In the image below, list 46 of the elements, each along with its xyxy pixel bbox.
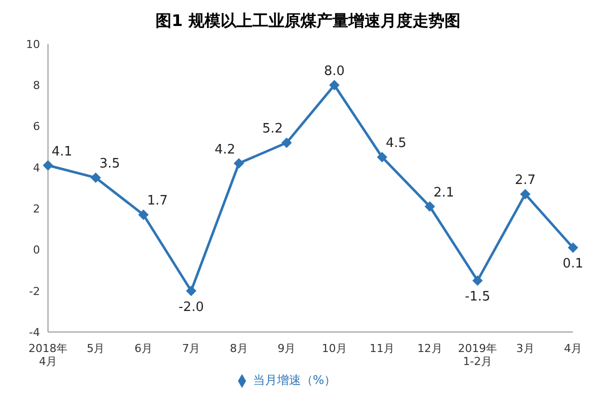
- y-tick-label: 8: [33, 79, 40, 92]
- point: [377, 152, 388, 162]
- x-tick-label: 7月: [182, 342, 200, 355]
- x-tick-label: 2019年1-2月: [458, 342, 498, 368]
- point: [90, 172, 101, 183]
- point: [329, 80, 340, 90]
- x-tick-label: 10月: [322, 342, 347, 355]
- data-label: 2.7: [514, 173, 536, 188]
- x-tick-label: 2018年4月: [28, 342, 68, 368]
- data-label: 4.2: [214, 142, 236, 158]
- y-tick-label: 10: [26, 38, 40, 51]
- point: [424, 202, 435, 212]
- data-label: 4.1: [52, 144, 72, 160]
- point: [472, 276, 483, 286]
- point: [186, 286, 196, 296]
- y-tick-label: 0: [33, 244, 40, 257]
- chart-title: 图1 规模以上工业原煤产量增速月度走势图: [154, 10, 462, 32]
- data-label: 3.5: [99, 156, 120, 172]
- legend-label: 当月增速（%）: [252, 373, 336, 387]
- data-label: 5.2: [262, 122, 283, 137]
- y-tick-label: 2: [33, 202, 40, 216]
- data-label: 0.1: [562, 256, 584, 272]
- x-tick-label: 5月: [86, 342, 105, 355]
- point: [234, 158, 244, 168]
- x-tick-label: 6月: [134, 342, 152, 355]
- y-tick-label: -4: [29, 326, 40, 339]
- y-tick-label: -2: [29, 284, 40, 298]
- point: [43, 160, 53, 170]
- point: [568, 242, 578, 253]
- point: [282, 138, 292, 148]
- x-tick-label: 4月: [564, 342, 582, 355]
- data-label: 1.7: [147, 194, 168, 209]
- data-label: 2.1: [433, 186, 454, 201]
- x-tick-label: 8月: [230, 342, 248, 355]
- point: [138, 210, 148, 220]
- y-tick-label: 4: [33, 161, 40, 174]
- y-tick-label: 6: [33, 120, 40, 134]
- x-tick-label: 12月: [417, 342, 442, 355]
- data-label: 4.5: [386, 136, 406, 152]
- x-tick-label: 11月: [370, 342, 395, 355]
- x-tick-label: 9月: [278, 342, 296, 355]
- data-label: 8.0: [324, 64, 345, 80]
- data-label: -2.0: [178, 300, 204, 315]
- data-label: -1.5: [464, 290, 490, 305]
- x-tick-label: 3月: [516, 342, 534, 355]
- point: [520, 189, 530, 200]
